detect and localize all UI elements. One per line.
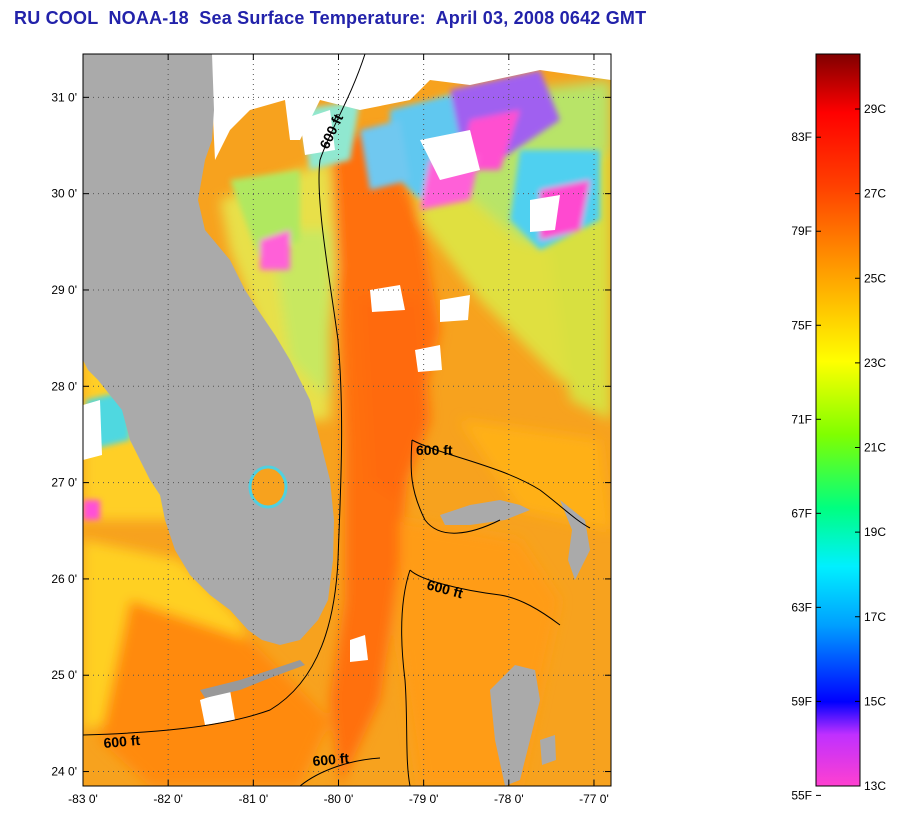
colorbar-label-c: 17C xyxy=(864,610,886,624)
y-tick-label: 30 0' xyxy=(51,187,77,201)
colorbar-label-f: 63F xyxy=(791,600,812,614)
x-tick-label: -80 0' xyxy=(324,792,354,806)
y-tick-label: 26 0' xyxy=(51,572,77,586)
y-tick-label: 25 0' xyxy=(51,668,77,682)
y-tick-label: 27 0' xyxy=(51,476,77,490)
colorbar-ticks: 29C 27C 25C 23C 21C 19C 17C 15C 13C 83F 79F 75F 71F 6… xyxy=(791,102,886,802)
colorbar-label-c: 29C xyxy=(864,102,886,116)
chart-title: RU COOL NOAA-18 Sea Surface Temperature:… xyxy=(14,8,647,28)
colorbar-gradient xyxy=(816,54,860,786)
x-tick-label: -79 0' xyxy=(409,792,439,806)
colorbar-label-c: 19C xyxy=(864,525,886,539)
contour-label: 600 ft xyxy=(103,732,141,751)
colorbar-label-f: 67F xyxy=(791,506,812,520)
colorbar-label-f: 55F xyxy=(791,788,812,802)
colorbar-label-c: 21C xyxy=(864,441,886,455)
x-tick-label: -83 0' xyxy=(68,792,98,806)
gridlines xyxy=(83,54,611,786)
x-tick-label: -81 0' xyxy=(238,792,268,806)
colorbar-label-f: 59F xyxy=(791,694,812,708)
colorbar-label-f: 79F xyxy=(791,224,812,238)
y-tick-label: 31 0' xyxy=(51,90,77,104)
colorbar-label-c: 27C xyxy=(864,187,886,201)
x-tick-label: -77 0' xyxy=(579,792,609,806)
colorbar-label-f: 83F xyxy=(791,130,812,144)
land-mask xyxy=(83,54,590,786)
colorbar-label-f: 71F xyxy=(791,412,812,426)
x-tick-label: -78 0' xyxy=(494,792,524,806)
y-tick-label: 29 0' xyxy=(51,283,77,297)
map-frame xyxy=(82,53,612,787)
colorbar-frame xyxy=(815,53,861,787)
colorbar-label-c: 13C xyxy=(864,779,886,793)
x-tick-label: -82 0' xyxy=(153,792,183,806)
y-tick-label: 28 0' xyxy=(51,379,77,393)
colorbar-label-c: 23C xyxy=(864,356,886,370)
axis-ticks: -83 0' -82 0' -81 0' -80 0' -79 0' -78 0' -77 … xyxy=(51,54,611,806)
isobath-600ft xyxy=(83,54,591,786)
colorbar-label-c: 25C xyxy=(864,271,886,285)
y-tick-label: 24 0' xyxy=(51,765,77,779)
cloud-mask xyxy=(83,54,611,725)
map-plot-area: 600 ft 600 ft 600 ft 600 ft 600 ft xyxy=(83,54,611,786)
colorbar-label-c: 15C xyxy=(864,694,886,708)
contour-label: 600 ft xyxy=(416,442,453,458)
contour-label: 600 ft xyxy=(312,750,350,769)
colorbar-label-f: 75F xyxy=(791,318,812,332)
